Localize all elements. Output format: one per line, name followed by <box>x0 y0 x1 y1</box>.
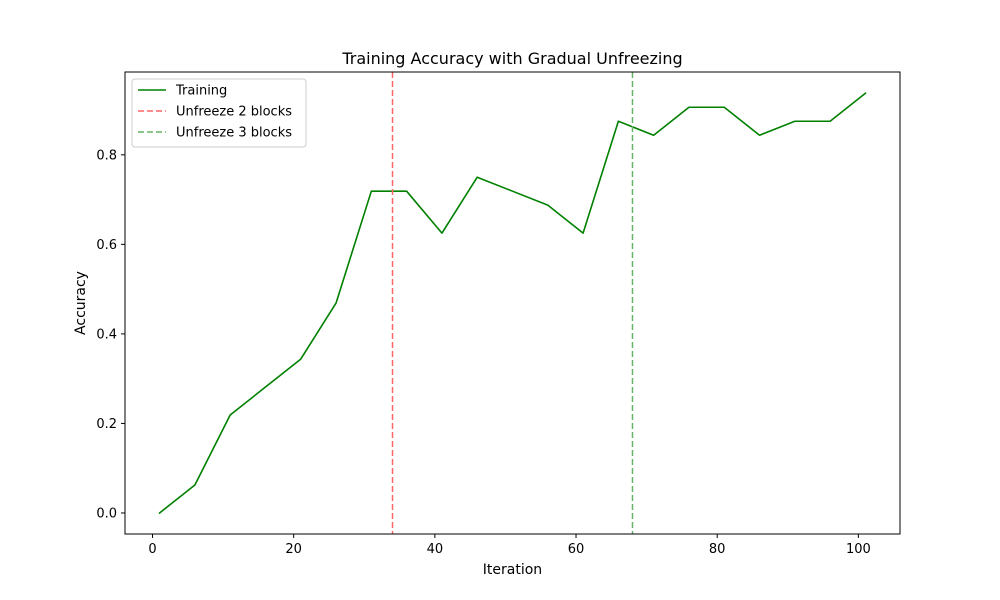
x-axis-label: Iteration <box>483 562 542 578</box>
y-tick-label: 0.6 <box>96 238 117 253</box>
x-tick-label: 80 <box>709 542 726 557</box>
legend: Training Unfreeze 2 blocks Unfreeze 3 bloc… <box>131 78 307 148</box>
x-tick-label: 60 <box>568 542 585 557</box>
series-line-training <box>158 92 867 515</box>
x-axis: 0 20 40 60 80 100 <box>148 534 871 557</box>
x-tick-label: 0 <box>148 542 156 557</box>
y-tick-label: 0.2 <box>96 417 117 432</box>
plot-frame <box>124 71 901 535</box>
chart-title: Training Accuracy with Gradual Unfreezin… <box>341 49 682 68</box>
x-tick-label: 40 <box>427 542 444 557</box>
y-axis-label: Accuracy <box>73 271 89 335</box>
y-tick-label: 0.8 <box>96 148 117 163</box>
plot-area <box>158 72 867 534</box>
y-tick-label: 0.0 <box>96 506 117 521</box>
y-tick-label: 0.4 <box>96 327 117 342</box>
legend-label-unfreeze-3-blocks: Unfreeze 3 blocks <box>176 126 292 141</box>
x-tick-label: 100 <box>846 542 871 557</box>
legend-label-training: Training <box>175 84 227 99</box>
y-axis: 0.0 0.2 0.4 0.6 0.8 <box>96 148 125 521</box>
legend-box <box>131 78 307 148</box>
x-tick-label: 20 <box>285 542 302 557</box>
legend-label-unfreeze-2-blocks: Unfreeze 2 blocks <box>176 105 292 120</box>
